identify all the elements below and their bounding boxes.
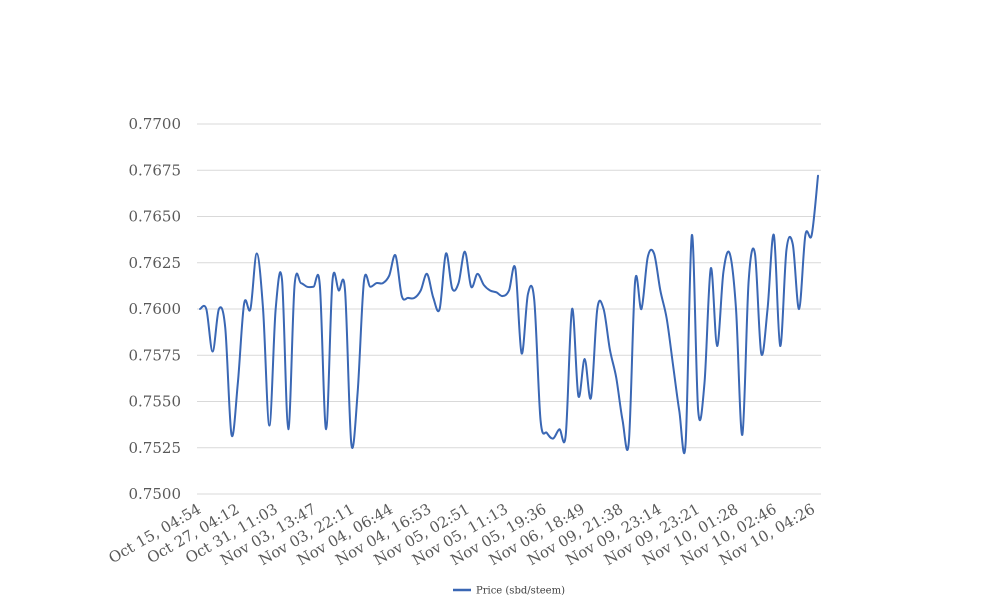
y-tick-label: 0.7625: [129, 254, 182, 272]
y-tick-label: 0.7500: [129, 485, 182, 503]
series-line-price: [199, 174, 819, 455]
y-tick-label: 0.7650: [129, 208, 182, 226]
y-tick-label: 0.7575: [129, 346, 182, 364]
y-tick-label: 0.7525: [129, 439, 182, 457]
y-tick-label: 0.7550: [129, 393, 182, 411]
y-tick-label: 0.7700: [129, 115, 182, 133]
gridlines: [197, 123, 821, 495]
y-axis-tick-labels: 0.7500 0.7525 0.7550 0.7575 0.7600 0.7625 0.76…: [129, 115, 182, 503]
y-tick-label: 0.7600: [129, 300, 182, 318]
legend[interactable]: Price (sbd/steem): [453, 586, 565, 597]
legend-label: Price (sbd/steem): [476, 586, 565, 597]
series-lines: [199, 174, 819, 455]
y-tick-label: 0.7675: [129, 161, 182, 179]
